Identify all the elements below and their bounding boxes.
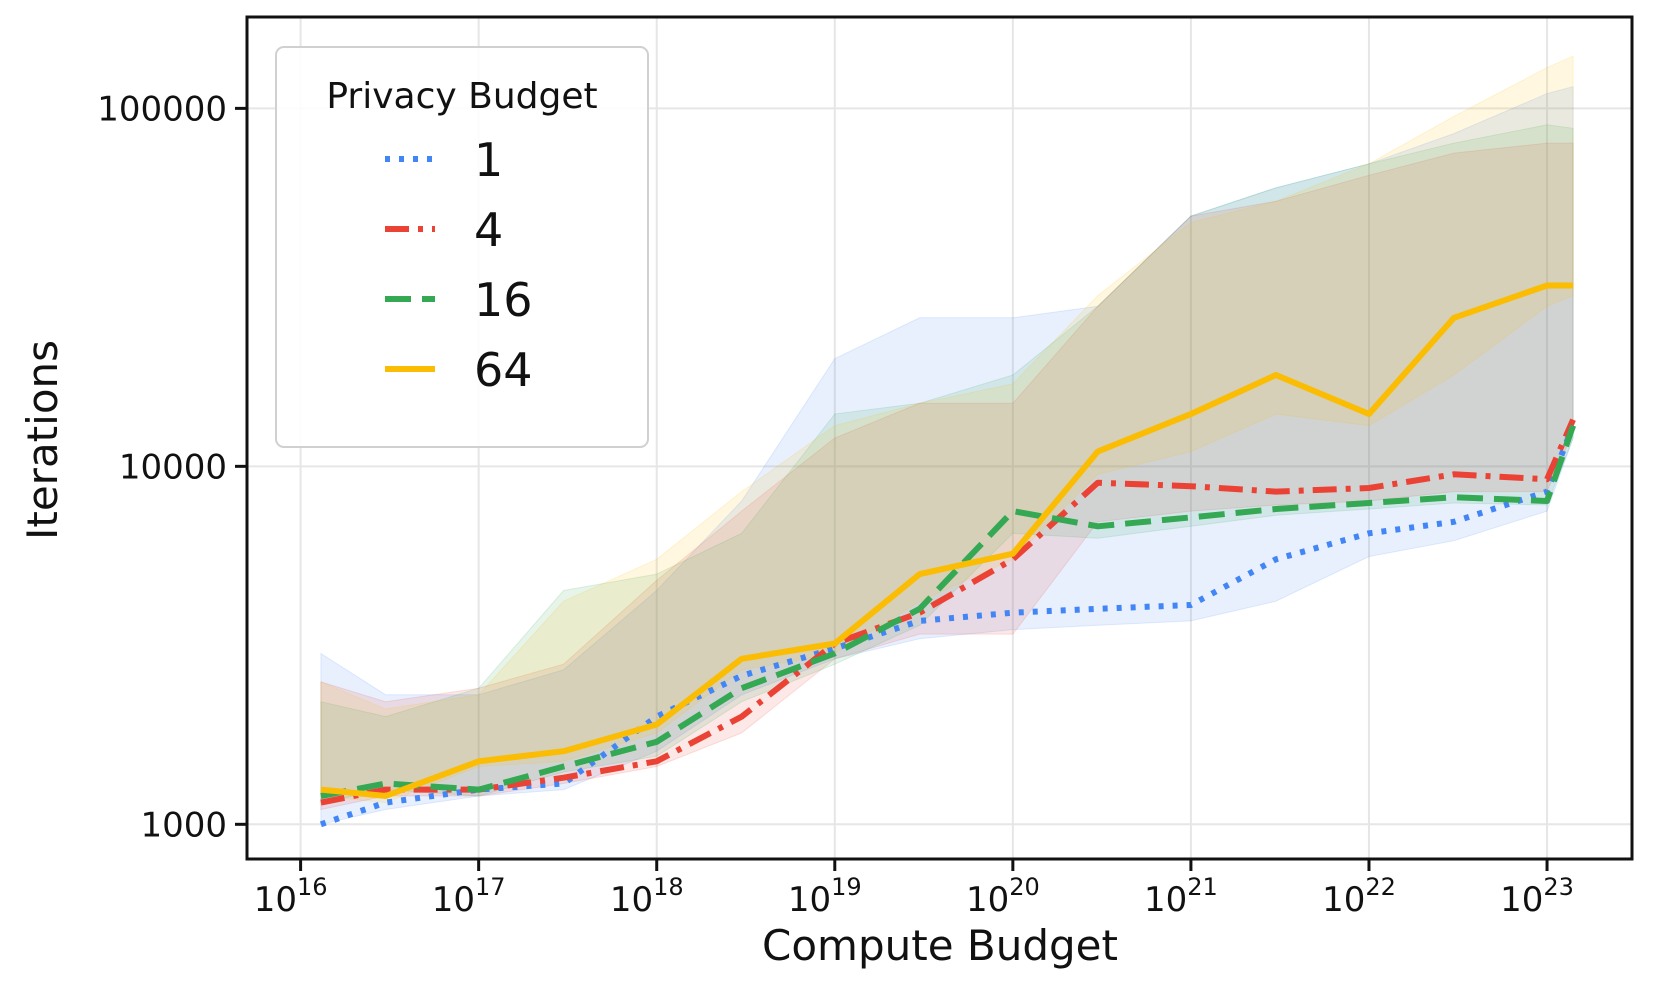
x-tick-label-0: 1016	[254, 873, 328, 920]
line-series-4	[320, 418, 1576, 806]
legend-items: 1 4 16 64	[385, 133, 533, 397]
x-tick-label-3: 1019	[788, 873, 862, 920]
y-tick-label-2: 100000	[97, 89, 227, 129]
series-lines	[319, 282, 1576, 828]
confidence-bands	[320, 55, 1574, 825]
x-tick-label-6: 1022	[1322, 873, 1396, 920]
legend-title: Privacy Budget	[326, 76, 597, 117]
band-series-64	[320, 55, 1574, 804]
legend-box	[275, 46, 649, 448]
line-series-1	[319, 424, 1576, 828]
legend-label-16: 16	[474, 273, 533, 327]
y-axis-title: Iterations	[18, 340, 67, 540]
x-tick-label-1: 1017	[432, 873, 506, 920]
x-tick-label-7: 1023	[1500, 873, 1574, 920]
band-series-16	[320, 124, 1574, 804]
y-tick-label-1: 10000	[119, 447, 227, 487]
plot-frame	[245, 15, 1634, 861]
x-axis: 1016 1017 1018 1019 1020 1021 1022 1023	[254, 859, 1574, 920]
line-series-64	[320, 282, 1574, 799]
y-tick-label-0: 1000	[140, 805, 227, 845]
x-axis-title: Compute Budget	[762, 921, 1118, 970]
legend-label-64: 64	[474, 343, 533, 397]
legend: Privacy Budget 1 4 16 64	[275, 46, 649, 448]
y-axis: 1000 10000 100000	[97, 89, 247, 845]
line-series-16	[320, 424, 1576, 799]
legend-label-1: 1	[474, 133, 503, 187]
x-tick-label-5: 1021	[1144, 873, 1218, 920]
x-tick-label-4: 1020	[966, 873, 1040, 920]
band-series-1	[320, 86, 1574, 825]
x-tick-label-2: 1018	[610, 873, 684, 920]
legend-label-4: 4	[474, 203, 503, 257]
